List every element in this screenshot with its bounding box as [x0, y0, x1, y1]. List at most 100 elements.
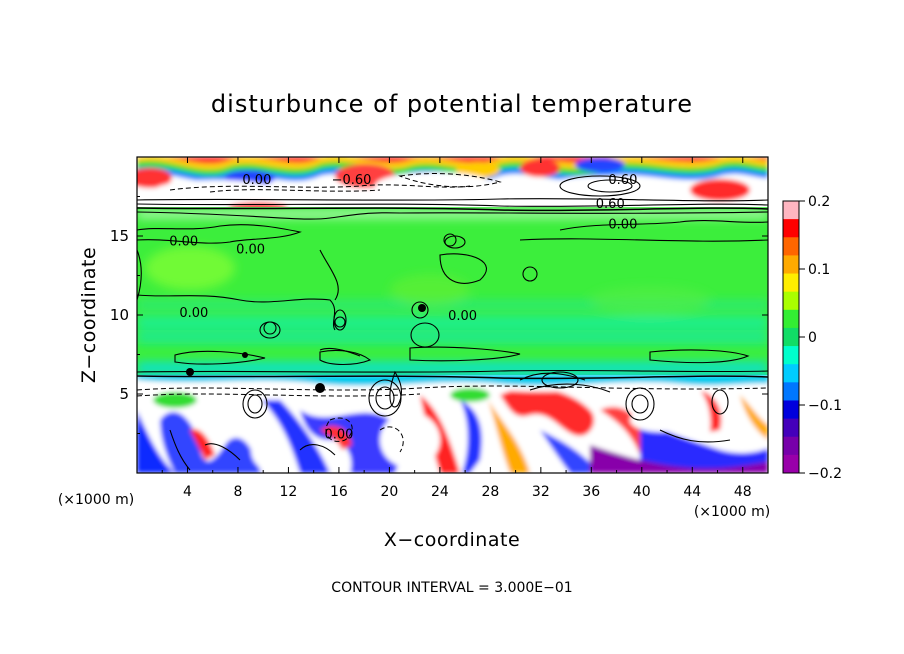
- contour-line: [319, 349, 372, 366]
- contour-line: [209, 189, 381, 193]
- contour-lines: [137, 198, 768, 380]
- contour-line: [334, 316, 346, 328]
- contour-line: [659, 429, 731, 443]
- y-tick-label: 5: [119, 385, 129, 403]
- contour-line: [169, 429, 191, 471]
- contour-line: [299, 444, 336, 456]
- contour-line: [625, 387, 655, 421]
- contour-line: [319, 249, 339, 301]
- contour-label: 0.00: [236, 243, 265, 258]
- colorbar-swatch: [783, 273, 799, 293]
- x-tick-label: 4: [183, 484, 192, 500]
- dark-cores: [186, 304, 426, 393]
- x-axis: 4 8 12 16 20 24 28 32 36 40 44 48: [161, 157, 752, 500]
- contour-line: [375, 386, 395, 410]
- turbulent-contours: [169, 175, 731, 471]
- x-unit-label-right: (×1000 m): [694, 504, 770, 520]
- negative-contours: [137, 173, 768, 453]
- x-unit-label-left: (×1000 m): [58, 492, 134, 508]
- contour-line: [711, 389, 729, 415]
- contour-line: [137, 224, 302, 244]
- colorbar-swatch: [783, 454, 799, 474]
- x-tick-label: 48: [734, 484, 752, 500]
- x-tick-label: 40: [633, 484, 651, 500]
- y-tick-label: 15: [110, 227, 129, 245]
- contour-line: [444, 235, 466, 249]
- colorbar-tick-label: 0: [808, 330, 817, 346]
- x-tick-label: 36: [582, 484, 600, 500]
- x-tick-label: 12: [280, 484, 298, 500]
- contour-label: 0.00: [179, 306, 208, 321]
- contour-line: [137, 249, 142, 301]
- colorbar-tick-label: 0.1: [808, 262, 830, 278]
- contour-line: [411, 301, 429, 319]
- contour-label: −0.60: [332, 173, 372, 188]
- contour-line: [204, 443, 241, 461]
- contour-label: 0.60: [596, 197, 625, 212]
- contour-line: [559, 175, 641, 197]
- x-tick-label: 44: [683, 484, 701, 500]
- y-tick-label: 10: [110, 306, 129, 324]
- colorbar-swatch: [783, 400, 799, 420]
- colorbar-swatch: [783, 237, 799, 256]
- contour-line: [587, 179, 633, 193]
- contour-line: [519, 238, 768, 242]
- x-tick-label: 8: [233, 484, 242, 500]
- colorbar-swatch: [783, 201, 799, 220]
- colorbar-swatch: [783, 364, 799, 383]
- contour-label: 0.00: [169, 235, 198, 250]
- x-tick-label: 28: [481, 484, 499, 500]
- colorbar-swatch: [783, 255, 799, 275]
- contour-labels: 0.00 −0.60 0.60 0.60 0.00 0.00 0.00 0.00 0.00 0.0…: [169, 173, 637, 442]
- contour-line: [247, 394, 263, 414]
- contour-line: [137, 198, 768, 202]
- x-tick-label: 32: [532, 484, 550, 500]
- contour-line: [409, 346, 521, 362]
- contour-line: [522, 266, 538, 282]
- contour-line: [519, 372, 586, 381]
- x-tick-label: 20: [380, 484, 398, 500]
- colorbar: 0.2 0.1 0 −0.1 −0.2: [782, 194, 842, 482]
- contour-line: [137, 211, 768, 220]
- x-tick-label: 16: [330, 484, 348, 500]
- contour-label: 0.60: [608, 173, 637, 188]
- contour-line: [137, 369, 768, 373]
- x-axis-label: X−coordinate: [384, 529, 520, 551]
- colorbar-swatch: [783, 418, 799, 438]
- contour-line: [174, 350, 266, 365]
- contour-line: [541, 371, 579, 389]
- colorbar-tick-label: 0.2: [808, 194, 830, 210]
- contour-line: [137, 375, 768, 380]
- contour-label: 0.00: [448, 309, 477, 324]
- contour-line: [319, 347, 361, 357]
- contour-line: [443, 233, 457, 247]
- contour-line: [259, 321, 281, 339]
- colorbar-swatch: [783, 436, 799, 456]
- contour-line: [242, 389, 268, 419]
- contour-line: [398, 173, 502, 188]
- contour-line: [439, 253, 487, 284]
- contour-interval-note: CONTOUR INTERVAL = 3.000E−01: [331, 580, 572, 596]
- contour-line: [389, 370, 402, 408]
- colorbar-swatch: [783, 309, 799, 329]
- colorbar-swatch: [783, 291, 799, 311]
- colorbar-swatch: [783, 382, 799, 401]
- colorbar-swatch: [783, 346, 799, 365]
- contour-line: [169, 184, 471, 191]
- contour-line: [631, 394, 649, 414]
- contour-line: [529, 383, 611, 393]
- x-tick-label: 24: [431, 484, 449, 500]
- colorbar-swatch: [783, 327, 799, 347]
- colorbar-swatch: [783, 219, 799, 238]
- chart-title: disturbunce of potential temperature: [211, 90, 693, 118]
- contour-label: 0.00: [608, 217, 637, 232]
- y-axis-label: Z−coordinate: [78, 247, 100, 383]
- contour-line: [559, 220, 768, 231]
- contour-line: [137, 393, 421, 397]
- colorbar-tick-label: −0.1: [808, 398, 842, 414]
- contour-line: [137, 207, 768, 212]
- contour-line: [333, 309, 347, 331]
- y-axis: 5 10 15: [110, 196, 768, 434]
- contour-line: [410, 322, 440, 348]
- upper-band: [137, 157, 768, 214]
